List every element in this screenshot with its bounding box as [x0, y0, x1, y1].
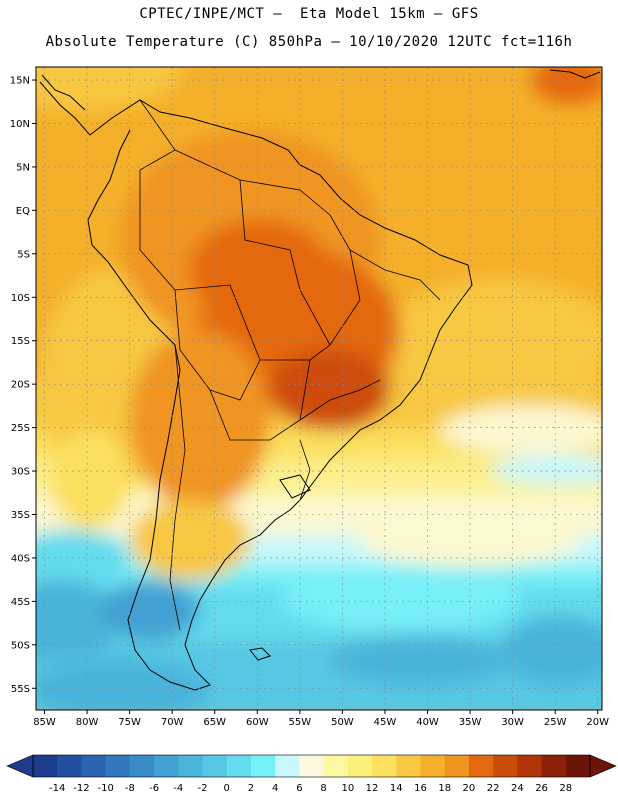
colorbar-swatch: [105, 755, 131, 777]
lat-label: 5S: [17, 249, 30, 260]
lon-label: 65W: [203, 717, 226, 728]
political-borders: [139, 99, 441, 631]
colorbar-swatch: [129, 755, 155, 777]
colorbar-tick-label: 8: [320, 783, 326, 794]
map-title: CPTEC/INPE/MCT – Eta Model 15km – GFS: [139, 6, 479, 22]
colorbar-swatch: [396, 755, 421, 777]
colorbar-swatch: [493, 755, 518, 777]
colorbar-tick-label: 12: [366, 783, 379, 794]
colorbar-max-arrow: [589, 754, 617, 778]
lat-label: 45S: [11, 597, 30, 608]
map-frame: [35, 66, 603, 711]
latitude-labels: 15N 10N 5N EQ 5S 10S 15S 20S 25S 30S 35S 40S 45S 50S 5…: [10, 76, 36, 695]
lat-label: 25S: [11, 423, 30, 434]
colorbar-tick-label: 24: [511, 783, 524, 794]
colorbar-swatch: [275, 755, 300, 777]
colorbar-min-arrow: [6, 754, 34, 778]
colorbar-tick-label: -10: [97, 783, 113, 794]
lon-label: 85W: [33, 717, 56, 728]
colorbar-tick-label: -2: [198, 783, 208, 794]
lon-label: 50W: [331, 717, 354, 728]
colorbar-tick-label: 20: [463, 783, 476, 794]
lat-label: 50S: [11, 640, 30, 651]
colorbar-swatch: [517, 755, 543, 777]
lon-label: 30W: [501, 717, 524, 728]
lon-label: 75W: [118, 717, 141, 728]
colorbar-tick-label: 26: [535, 783, 548, 794]
lat-label: EQ: [16, 206, 30, 217]
colorbar-swatch: [372, 755, 397, 777]
colorbar-swatch: [226, 755, 252, 777]
colorbar-swatch: [565, 755, 591, 777]
lat-label: 10S: [11, 293, 30, 304]
lon-label: 35W: [459, 717, 482, 728]
colorbar-swatch: [81, 755, 107, 777]
lon-label: 60W: [246, 717, 269, 728]
colorbar-swatch: [178, 755, 204, 777]
colorbar-swatch: [420, 755, 446, 777]
colorbar-tick-label: -6: [149, 783, 159, 794]
lat-label: 30S: [11, 467, 30, 478]
lat-label: 10N: [10, 119, 30, 130]
lat-label: 15N: [10, 76, 30, 87]
lat-label: 35S: [11, 510, 30, 521]
colorbar-swatch: [468, 755, 494, 777]
colorbar-tick-label: 14: [390, 783, 403, 794]
lat-label: 20S: [11, 380, 30, 391]
colorbar-swatch: [444, 755, 470, 777]
colorbar-tick-label: -8: [125, 783, 135, 794]
colorbar-frame: [32, 754, 591, 778]
colorbar-swatch: [347, 755, 373, 777]
temperature-field: [36, 67, 602, 710]
colorbar-swatch: [541, 755, 567, 777]
lat-lon-grid: [36, 67, 602, 710]
colorbar-tick-label: 16: [414, 783, 427, 794]
colorbar-tick-label: 2: [248, 783, 254, 794]
lon-label: 80W: [76, 717, 99, 728]
lon-label: 20W: [586, 717, 609, 728]
lat-label: 55S: [11, 684, 30, 695]
colorbar-swatch: [154, 755, 179, 777]
colorbar-tick-label: 10: [341, 783, 354, 794]
colorbar-swatch: [33, 755, 58, 777]
lon-label: 45W: [374, 717, 397, 728]
lon-label: 40W: [416, 717, 439, 728]
colorbar-tick-label: 18: [438, 783, 451, 794]
colorbar-swatch: [299, 755, 325, 777]
lat-label: 5N: [16, 162, 30, 173]
lon-label: 55W: [289, 717, 312, 728]
colorbar-swatch: [250, 755, 276, 777]
colorbar-tick-label: 0: [224, 783, 230, 794]
colorbar-tick-label: 22: [487, 783, 500, 794]
colorbar-swatch: [57, 755, 82, 777]
lon-label: 70W: [161, 717, 184, 728]
colorbar-swatch: [323, 755, 349, 777]
colorbar-tick-label: 6: [296, 783, 302, 794]
colorbar-tick-label: -14: [49, 783, 65, 794]
lon-label: 25W: [544, 717, 567, 728]
lat-label: 15S: [11, 336, 30, 347]
colorbar-tick-label: 28: [559, 783, 572, 794]
colorbar-swatch: [202, 755, 228, 777]
coastline: [39, 69, 601, 691]
colorbar-tick-label: 4: [272, 783, 278, 794]
temperature-colorbar: -14 -12 -10 -8 -6 -4 -2 0 2 4 6 8 10 12 14 16 18 20 22 24 26…: [6, 754, 617, 794]
colorbar-tick-label: -4: [173, 783, 183, 794]
lat-label: 40S: [11, 553, 30, 564]
longitude-labels: 85W 80W 75W 70W 65W 60W 55W 50W 45W 40W 35W 30W 25W 2…: [33, 710, 609, 728]
map-subtitle: Absolute Temperature (C) 850hPa – 10/10/…: [45, 34, 573, 50]
colorbar-tick-label: -12: [73, 783, 89, 794]
